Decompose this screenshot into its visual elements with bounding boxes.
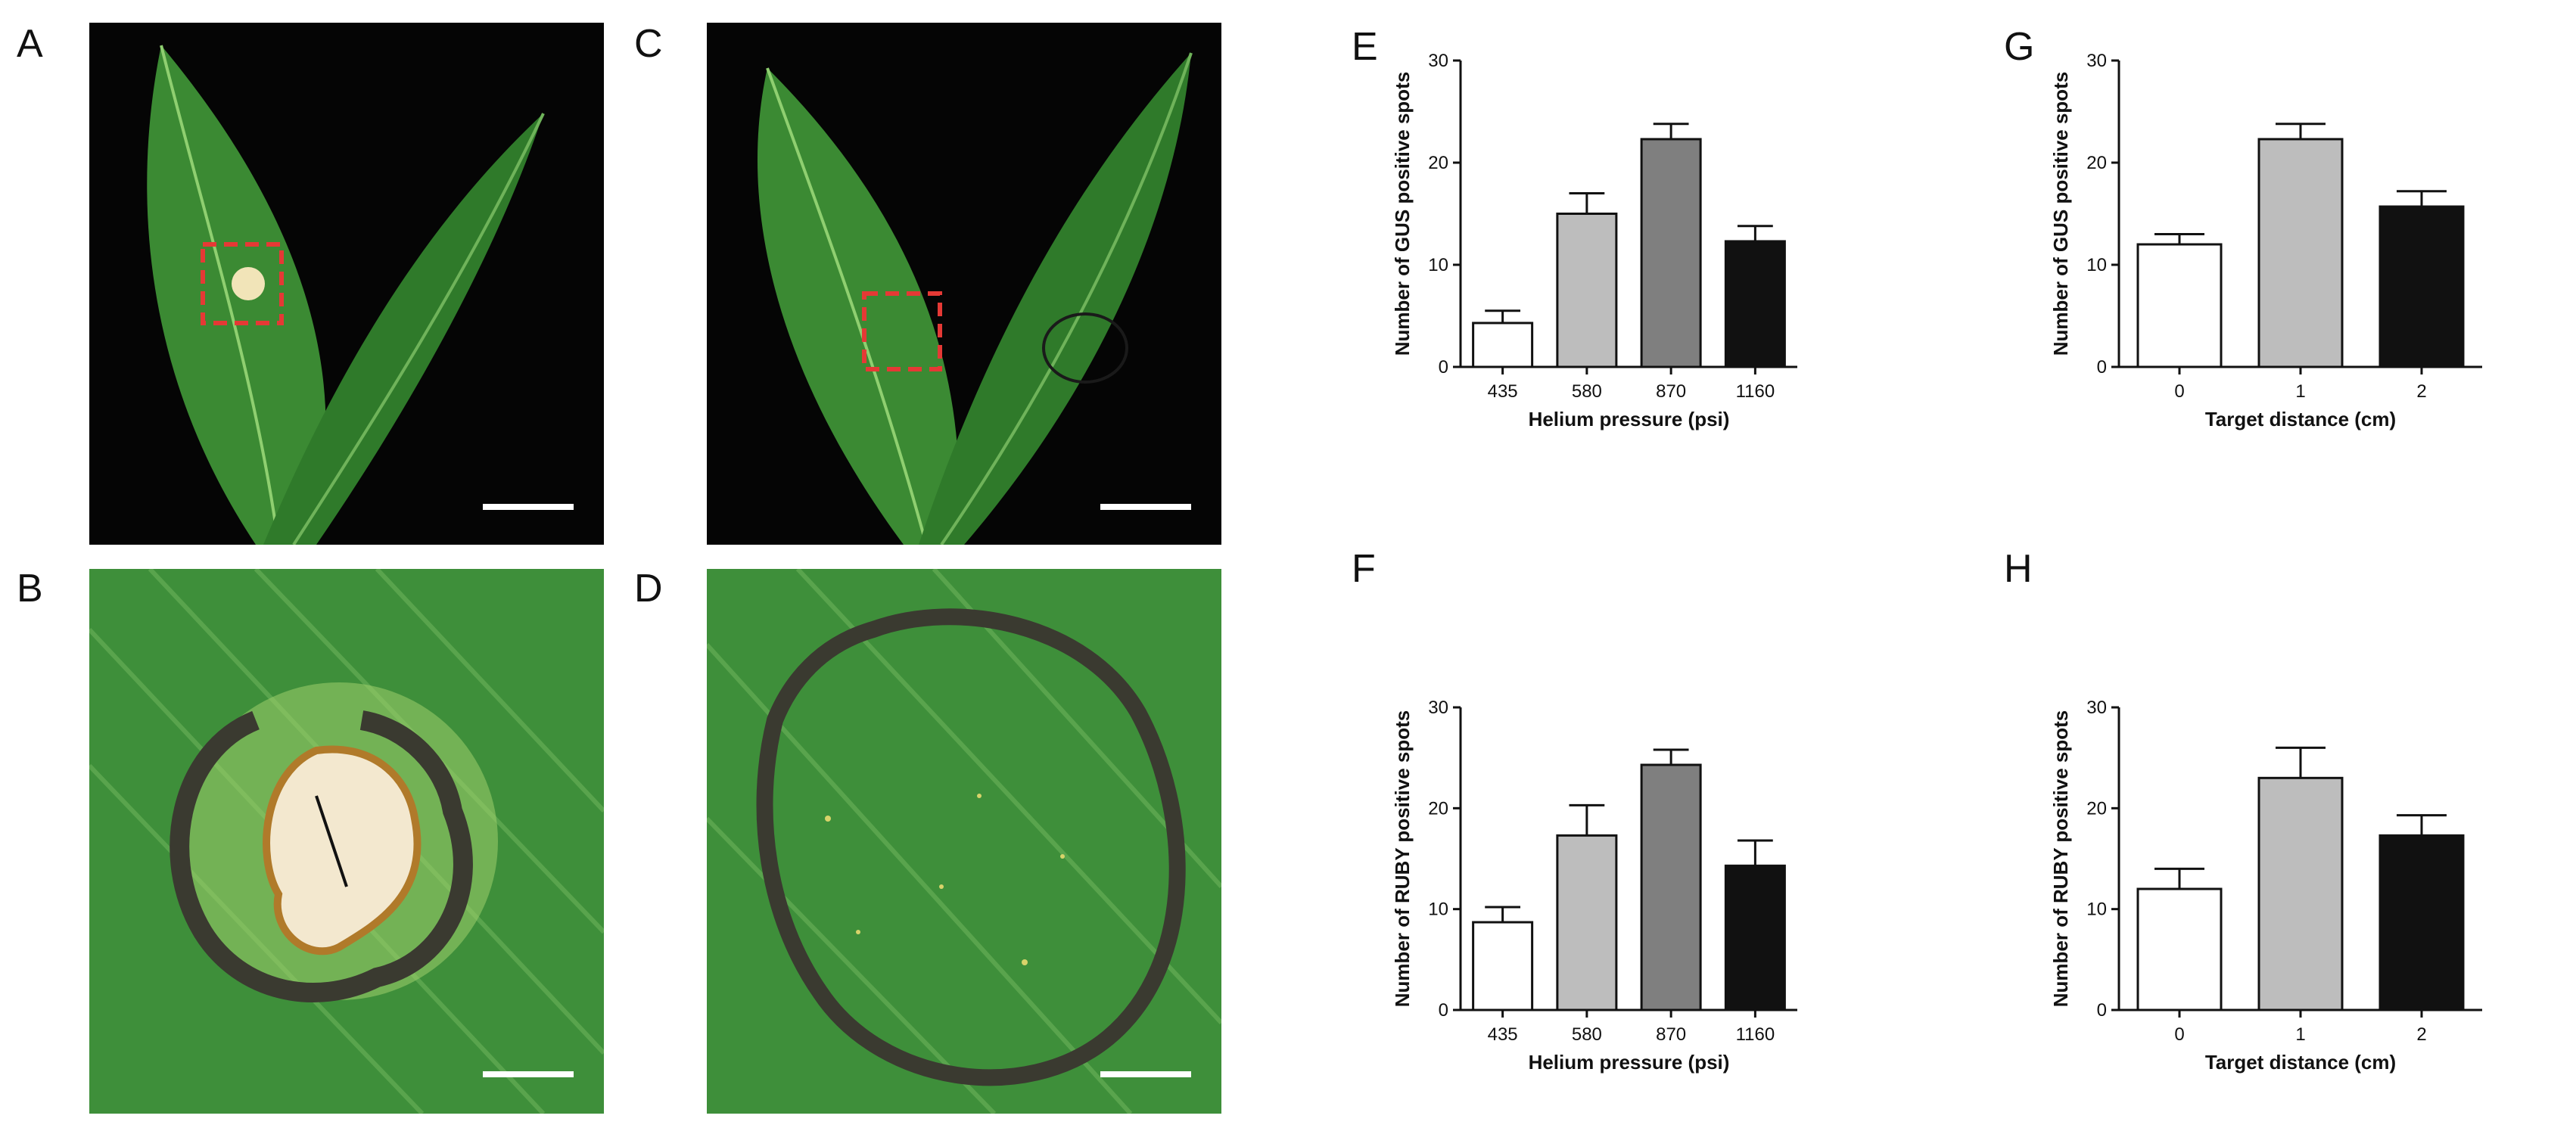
panel-letter-h: H [2004, 547, 2033, 591]
chart-g-bar [2378, 205, 2465, 368]
chart-f-y-tick-label: 10 [1428, 900, 1448, 920]
chart-g-y-axis-title: Number of GUS positive spots [2049, 72, 2072, 356]
chart-h-x-tick-label: 0 [2174, 1024, 2184, 1045]
chart-g-x-tick-label: 1 [2295, 381, 2305, 402]
leaf-with-marked-circle-icon [707, 23, 1221, 545]
chart-e-x-tick-label: 435 [1488, 381, 1518, 402]
chart-e: 0 10 20 30 435 580 870 1160 Helium pressure (psi… [1391, 51, 1797, 430]
chart-f-x-tick-label: 1160 [1736, 1024, 1775, 1045]
chart-h-y-axis-title: Number of RUBY positive spots [2049, 710, 2072, 1007]
chart-f-y-axis-title: Number of RUBY positive spots [1391, 710, 1414, 1007]
chart-h-bar [2378, 834, 2465, 1011]
panel-letter-f: F [1352, 547, 1376, 591]
chart-g-x-axis-title: Target distance (cm) [2205, 408, 2396, 430]
photo-panel-a [89, 23, 604, 545]
chart-f-bar [1724, 864, 1786, 1011]
chart-g-y-tick-label: 30 [2086, 51, 2107, 71]
chart-f-bar [1472, 921, 1534, 1011]
chart-f-y-tick-label: 30 [1428, 698, 1448, 718]
chart-h-y-tick-label: 30 [2086, 698, 2107, 718]
chart-e-bar [1472, 322, 1534, 368]
chart-h-x-axis-title: Target distance (cm) [2205, 1051, 2396, 1074]
chart-e-x-axis-title: Helium pressure (psi) [1529, 408, 1730, 430]
chart-h-x-tick-label: 1 [2295, 1024, 2305, 1045]
chart-f-x-tick-label: 870 [1656, 1024, 1686, 1045]
chart-e-y-tick-label: 30 [1428, 51, 1448, 71]
chart-f-x-tick-label: 580 [1572, 1024, 1602, 1045]
leaf-marked-circle-closeup-icon [707, 569, 1221, 1114]
chart-f-bar [1640, 763, 1702, 1011]
chart-h-y-tick-label: 20 [2086, 798, 2107, 819]
chart-h-y-tick-label: 0 [2097, 1000, 2107, 1021]
photo-panel-d [707, 569, 1221, 1114]
chart-h-bar [2136, 887, 2223, 1011]
chart-e-bar [1640, 138, 1702, 368]
chart-e-y-tick-label: 10 [1428, 255, 1448, 275]
chart-f-x-tick-label: 435 [1488, 1024, 1518, 1045]
chart-e-x-tick-label: 580 [1572, 381, 1602, 402]
chart-e-bar [1724, 240, 1786, 368]
chart-e-x-tick-label: 1160 [1736, 381, 1775, 402]
chart-g-y-tick-label: 10 [2086, 255, 2107, 275]
panel-letter-e: E [1352, 25, 1378, 69]
chart-h-x-tick-label: 2 [2416, 1024, 2426, 1045]
chart-g: 0 10 20 30 0 1 2 Target distance (cm) Number of … [2049, 51, 2482, 430]
chart-h-y-tick-label: 10 [2086, 900, 2107, 920]
chart-e-y-tick-label: 0 [1439, 357, 1448, 378]
leaf-with-bombardment-spot-icon [89, 23, 604, 545]
panel-letter-d: D [634, 567, 663, 611]
chart-g-bar [2136, 243, 2223, 368]
panel-letter-g: G [2004, 25, 2035, 69]
chart-g-x-tick-label: 2 [2416, 381, 2426, 402]
chart-f: 0 10 20 30 435 580 870 1160 Helium pressure (psi… [1391, 698, 1797, 1074]
leaf-wound-closeup-icon [89, 569, 604, 1114]
chart-f-y-tick-label: 0 [1439, 1000, 1448, 1021]
chart-f-y-tick-label: 20 [1428, 798, 1448, 819]
chart-h-bar [2257, 776, 2344, 1011]
chart-h: 0 10 20 30 0 1 2 Target distance (cm) Number of … [2049, 698, 2482, 1074]
chart-g-bar [2257, 138, 2344, 368]
photo-panel-b [89, 569, 604, 1114]
panel-letter-a: A [17, 22, 43, 66]
photo-panel-c [707, 23, 1221, 545]
chart-e-x-tick-label: 870 [1656, 381, 1686, 402]
chart-f-bar [1556, 834, 1618, 1011]
chart-g-x-tick-label: 0 [2174, 381, 2184, 402]
panel-letter-b: B [17, 567, 43, 611]
chart-e-y-tick-label: 20 [1428, 153, 1448, 173]
panel-letter-c: C [634, 22, 663, 66]
chart-f-x-axis-title: Helium pressure (psi) [1529, 1051, 1730, 1074]
chart-e-y-axis-title: Number of GUS positive spots [1391, 72, 1414, 356]
chart-e-bar [1556, 213, 1618, 368]
chart-g-y-tick-label: 20 [2086, 153, 2107, 173]
chart-g-y-tick-label: 0 [2097, 357, 2107, 378]
